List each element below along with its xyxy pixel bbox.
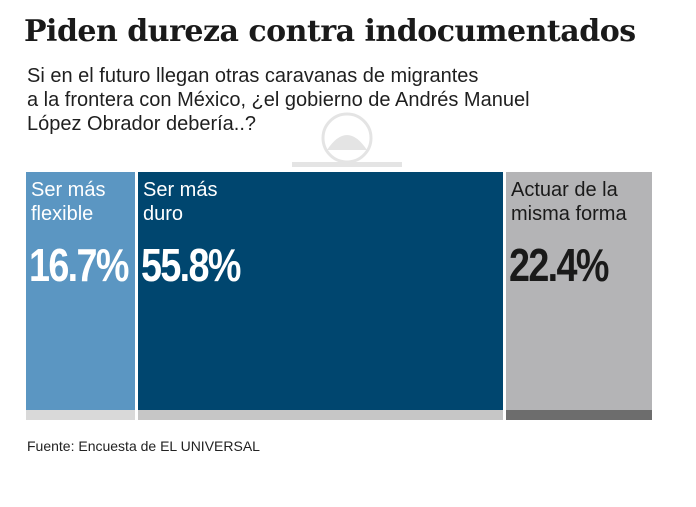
subtitle-line: a la frontera con México, ¿el gobierno d… xyxy=(27,89,530,111)
bar-category-label: Ser más flexible xyxy=(31,179,106,225)
chart-subtitle: Si en el futuro llegan otras caravanas d… xyxy=(27,64,647,136)
subtitle-line: Si en el futuro llegan otras caravanas d… xyxy=(27,65,479,87)
bar-value-label: 22.4% xyxy=(509,239,609,291)
chart-title: Piden dureza contra indocumentados xyxy=(24,14,636,49)
bar-2: Actuar de la misma forma 22.4% xyxy=(506,172,652,420)
bar-1: Ser más duro 55.8% xyxy=(138,172,503,420)
chart-area: Ser más flexible 16.7% Ser más duro 55.8% Actu… xyxy=(26,172,652,420)
bar-category-label: Actuar de la misma forma xyxy=(511,179,627,225)
bar-value-label: 16.7% xyxy=(29,239,129,291)
bar-base-strip xyxy=(506,410,652,420)
bar-value-label: 55.8% xyxy=(141,239,241,291)
subtitle-line: López Obrador debería..? xyxy=(27,113,257,135)
bar-base-strip xyxy=(26,410,135,420)
bar-category-label: Ser más duro xyxy=(143,179,218,225)
bar-0: Ser más flexible 16.7% xyxy=(26,172,135,420)
bar-base-strip xyxy=(138,410,503,420)
source-note: Fuente: Encuesta de EL UNIVERSAL xyxy=(27,438,260,454)
